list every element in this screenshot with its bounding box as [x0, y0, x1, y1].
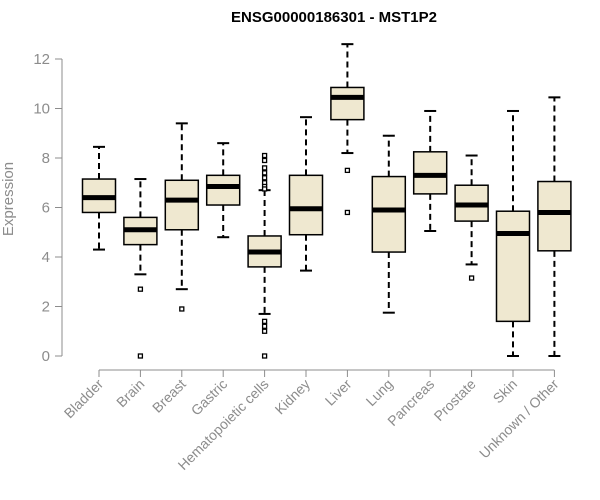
box-group [247, 152, 282, 359]
x-tick-label: Breast [149, 376, 189, 416]
x-tick-label: Unknown / Other [476, 376, 562, 462]
box-group [205, 142, 241, 239]
box-group [454, 154, 489, 281]
outlier-point [344, 209, 351, 216]
outlier-point [261, 186, 268, 192]
box-group [123, 178, 158, 359]
outlier-point [261, 175, 268, 181]
iqr-box [330, 86, 365, 121]
iqr-box [537, 180, 572, 252]
x-tick-label: Bladder [61, 376, 107, 422]
outlier-point [261, 165, 268, 171]
outlier-point [261, 152, 268, 159]
x-tick-label: Lung [363, 376, 396, 409]
x-tick-label: Liver [322, 376, 355, 409]
outlier-point [344, 167, 351, 174]
iqr-box [205, 174, 241, 206]
x-tick-label: Skin [490, 376, 521, 407]
chart-title: ENSG00000186301 - MST1P2 [231, 9, 437, 26]
outlier-point [179, 306, 185, 312]
outlier-point [261, 170, 268, 176]
iqr-box [371, 175, 407, 253]
y-tick-label: 0 [42, 348, 50, 365]
outlier-point [137, 286, 144, 292]
iqr-box [495, 210, 531, 323]
outlier-point [468, 275, 475, 281]
outlier-point [137, 353, 144, 359]
box-group [412, 109, 448, 233]
x-tick-label: Prostate [431, 376, 479, 424]
iqr-box [288, 174, 324, 236]
iqr-box [164, 179, 200, 231]
y-tick-label: 8 [42, 150, 50, 167]
x-tick-label: Brain [113, 376, 147, 410]
y-tick-label: 2 [42, 299, 50, 316]
box-group [330, 43, 365, 216]
y-tick-label: 4 [42, 249, 50, 266]
outlier-point [261, 318, 268, 325]
box-group [164, 122, 200, 312]
boxes-layer [81, 43, 572, 359]
y-tick-label: 10 [33, 101, 50, 118]
outlier-point [261, 323, 268, 329]
box-group [371, 134, 407, 314]
y-axis-label: Expression [0, 162, 17, 236]
box-group [288, 116, 324, 272]
outlier-point [261, 353, 268, 359]
y-tick-label: 12 [33, 51, 50, 68]
box-group [81, 145, 117, 251]
y-tick-label: 6 [42, 200, 50, 217]
box-group [537, 96, 572, 357]
x-tick-label: Kidney [272, 376, 314, 418]
outlier-point [261, 328, 268, 334]
box-group [495, 109, 531, 357]
outlier-point [261, 157, 268, 164]
